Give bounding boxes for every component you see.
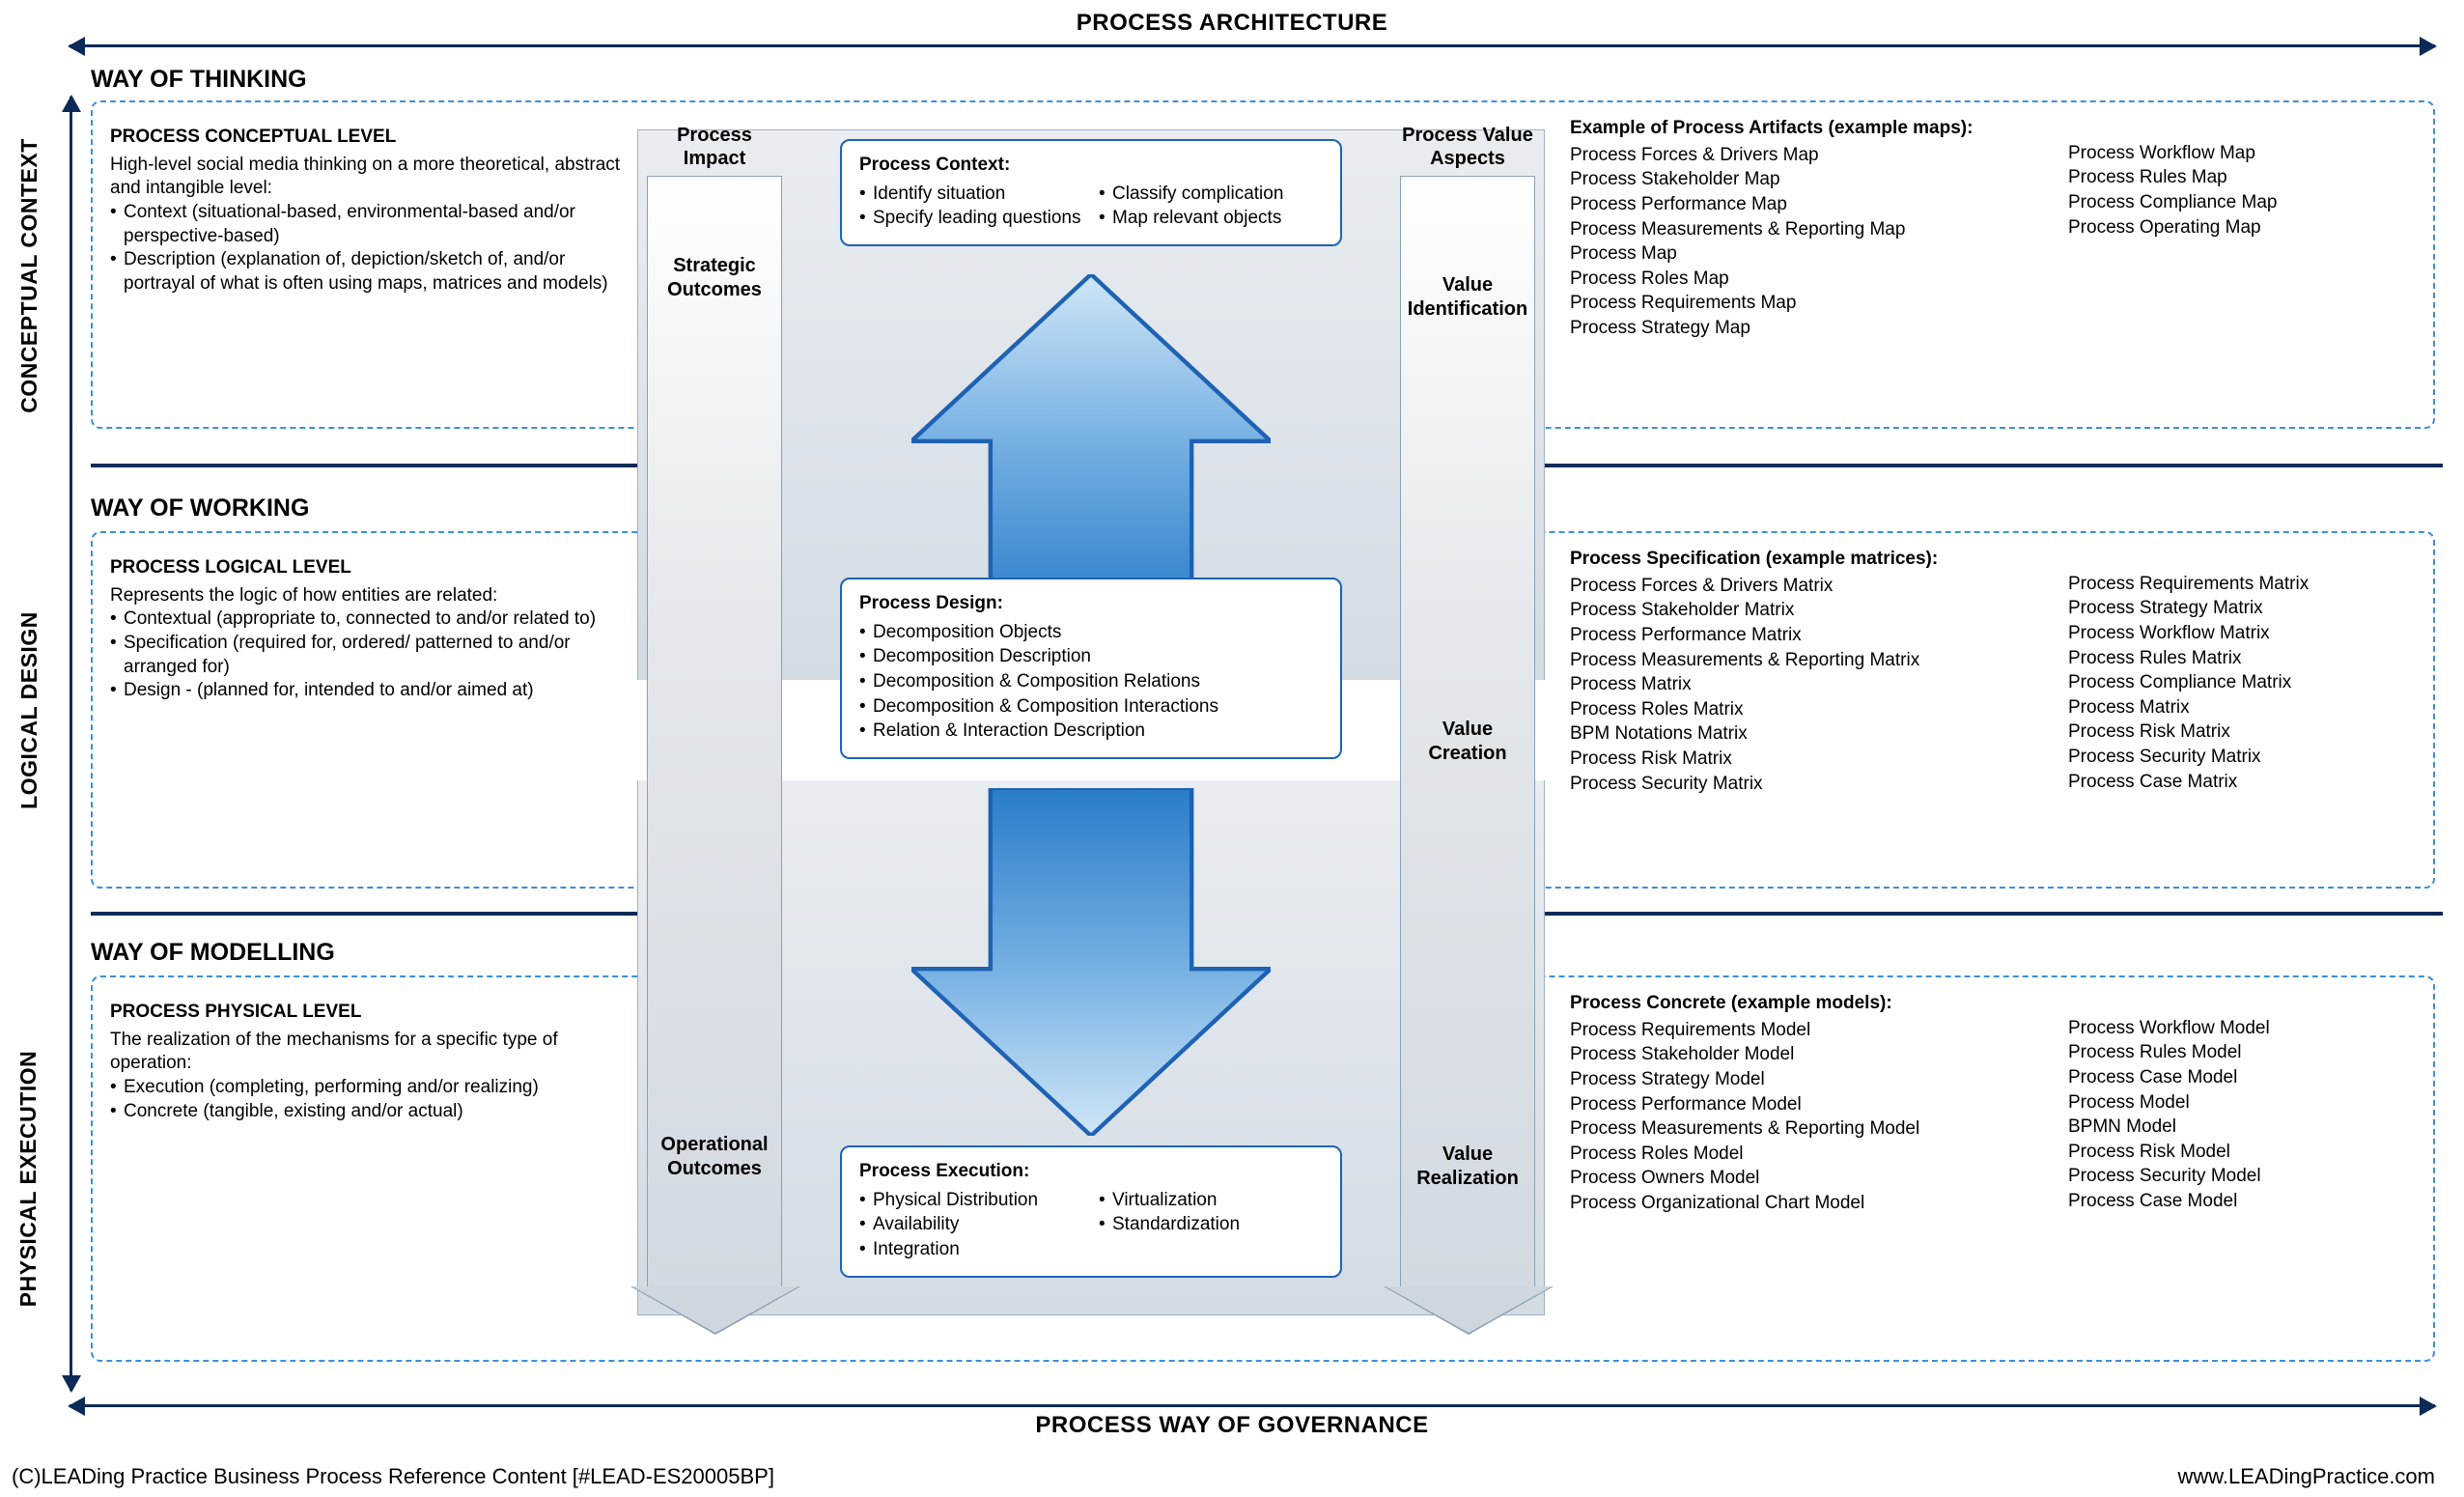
list-item: Process Security Model bbox=[2068, 1164, 2416, 1189]
footer-copyright: (C)LEADing Practice Business Process Ref… bbox=[12, 1464, 774, 1489]
list-item: Process Measurements & Reporting Map bbox=[1570, 217, 2055, 242]
way-of-thinking-heading: WAY OF THINKING bbox=[91, 66, 307, 94]
list-item: Contextual (appropriate to, connected to… bbox=[110, 607, 641, 632]
list-item: Process Operating Map bbox=[2068, 215, 2416, 240]
list-item: Process Matrix bbox=[1570, 672, 2055, 697]
logical-level-text: PROCESS LOGICAL LEVEL Represents the log… bbox=[110, 556, 641, 703]
footer-url: www.LEADingPractice.com bbox=[2177, 1464, 2435, 1489]
list-item: Concrete (tangible, existing and/or actu… bbox=[110, 1100, 641, 1124]
vlabel-conceptual: CONCEPTUAL CONTEXT bbox=[0, 97, 58, 454]
list-item: Process Stakeholder Model bbox=[1570, 1042, 2055, 1067]
vlabel-physical: PHYSICAL EXECUTION bbox=[0, 966, 58, 1391]
row-divider bbox=[91, 912, 651, 916]
list-item: Process Rules Matrix bbox=[2068, 646, 2416, 671]
list-item: Process Forces & Drivers Map bbox=[1570, 143, 2055, 168]
list-item: Process Model bbox=[2068, 1090, 2416, 1116]
list-item: Process Case Matrix bbox=[2068, 770, 2416, 795]
list-item: Specification (required for, ordered/ pa… bbox=[110, 632, 641, 679]
title-bottom: PROCESS WAY OF GOVERNANCE bbox=[1035, 1412, 1428, 1439]
list-item: Process Risk Matrix bbox=[2068, 720, 2416, 745]
list-item: Process Performance Matrix bbox=[1570, 623, 2055, 648]
list-item: Context (situational-based, environmenta… bbox=[110, 201, 641, 248]
list-item: Process Risk Matrix bbox=[1570, 747, 2055, 772]
list-item: Process Owners Model bbox=[1570, 1166, 2055, 1191]
list-item: Process Workflow Model bbox=[2068, 1016, 2416, 1041]
artifacts-models: Process Concrete (example models): Proce… bbox=[1570, 991, 2416, 1216]
row-physical: PROCESS PHYSICAL LEVEL The realization o… bbox=[91, 975, 2435, 1362]
way-of-modelling-heading: WAY OF MODELLING bbox=[91, 939, 335, 967]
list-item: Process Measurements & Reporting Matrix bbox=[1570, 648, 2055, 673]
title-top: PROCESS ARCHITECTURE bbox=[1077, 10, 1387, 37]
list-item: Process Measurements & Reporting Model bbox=[1570, 1116, 2055, 1142]
list-item: Process Requirements Model bbox=[1570, 1018, 2055, 1043]
list-item: Process Rules Map bbox=[2068, 165, 2416, 190]
list-item: Process Case Model bbox=[2068, 1065, 2416, 1090]
list-item: Process Roles Map bbox=[1570, 267, 2055, 292]
way-of-working-heading: WAY OF WORKING bbox=[91, 494, 309, 523]
physical-level-text: PROCESS PHYSICAL LEVEL The realization o… bbox=[110, 1001, 641, 1123]
list-item: Process Workflow Matrix bbox=[2068, 621, 2416, 646]
governance-arrow-bottom bbox=[70, 1404, 2435, 1407]
artifacts-matrices: Process Specification (example matrices)… bbox=[1570, 547, 2416, 796]
row-logical: PROCESS LOGICAL LEVEL Represents the log… bbox=[91, 531, 2435, 889]
list-item: Process Compliance Matrix bbox=[2068, 670, 2416, 695]
list-item: Process Forces & Drivers Matrix bbox=[1570, 574, 2055, 599]
list-item: Process Workflow Map bbox=[2068, 141, 2416, 166]
list-item: Description (explanation of, depiction/s… bbox=[110, 248, 641, 296]
list-item: Process Performance Map bbox=[1570, 192, 2055, 217]
list-item: BPMN Model bbox=[2068, 1115, 2416, 1140]
list-item: BPM Notations Matrix bbox=[1570, 721, 2055, 747]
vertical-scale-arrow bbox=[70, 97, 72, 1391]
vlabel-logical: LOGICAL DESIGN bbox=[0, 502, 58, 918]
row-divider bbox=[1545, 912, 2443, 916]
row-divider bbox=[1545, 464, 2443, 467]
footer: (C)LEADing Practice Business Process Ref… bbox=[12, 1464, 2435, 1489]
list-item: Design - (planned for, intended to and/o… bbox=[110, 679, 641, 703]
list-item: Process Roles Model bbox=[1570, 1142, 2055, 1167]
list-item: Process Map bbox=[1570, 241, 2055, 267]
list-item: Process Strategy Map bbox=[1570, 316, 2055, 341]
list-item: Process Requirements Map bbox=[1570, 291, 2055, 316]
row-conceptual: PROCESS CONCEPTUAL LEVEL High-level soci… bbox=[91, 100, 2435, 429]
list-item: Process Case Model bbox=[2068, 1189, 2416, 1214]
list-item: Execution (completing, performing and/or… bbox=[110, 1076, 641, 1100]
list-item: Process Organizational Chart Model bbox=[1570, 1191, 2055, 1216]
artifacts-maps: Example of Process Artifacts (example ma… bbox=[1570, 116, 2416, 341]
list-item: Process Compliance Map bbox=[2068, 190, 2416, 215]
architecture-arrow-top bbox=[70, 44, 2435, 47]
list-item: Process Requirements Matrix bbox=[2068, 572, 2416, 597]
list-item: Process Matrix bbox=[2068, 695, 2416, 720]
list-item: Process Stakeholder Map bbox=[1570, 167, 2055, 192]
list-item: Process Performance Model bbox=[1570, 1092, 2055, 1117]
list-item: Process Risk Model bbox=[2068, 1140, 2416, 1165]
list-item: Process Strategy Matrix bbox=[2068, 596, 2416, 621]
list-item: Process Security Matrix bbox=[2068, 745, 2416, 770]
list-item: Process Security Matrix bbox=[1570, 772, 2055, 797]
conceptual-level-text: PROCESS CONCEPTUAL LEVEL High-level soci… bbox=[110, 126, 641, 297]
list-item: Process Roles Matrix bbox=[1570, 697, 2055, 722]
row-divider bbox=[91, 464, 651, 467]
list-item: Process Strategy Model bbox=[1570, 1067, 2055, 1092]
list-item: Process Stakeholder Matrix bbox=[1570, 598, 2055, 623]
list-item: Process Rules Model bbox=[2068, 1040, 2416, 1065]
